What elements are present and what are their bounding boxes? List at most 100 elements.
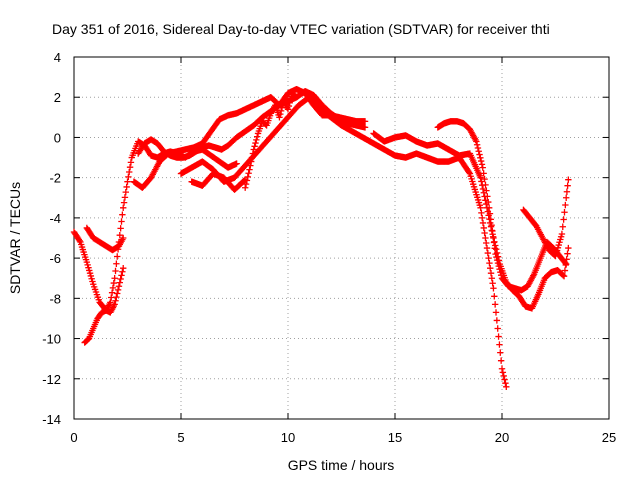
data-point [118, 272, 125, 279]
data-point [473, 141, 481, 148]
data-point [475, 148, 482, 155]
grid-lines [74, 57, 609, 419]
data-point [123, 183, 130, 191]
data-point [493, 253, 500, 261]
data-point [483, 187, 490, 194]
axis-ticks: 0 5 10 15 20 25 -14 -12 -10 -8 -6 -4 -2 0 2 4 [42, 50, 616, 445]
data-point [488, 221, 495, 229]
data-point [114, 290, 121, 297]
data-point [493, 317, 501, 324]
y-tick-label: -2 [49, 171, 61, 186]
data-point [559, 272, 567, 279]
data-point [562, 259, 569, 267]
data-point [233, 160, 240, 167]
data-point [501, 376, 508, 383]
data-point [114, 253, 121, 260]
data-point [482, 234, 489, 242]
series-arc-11 [520, 176, 572, 260]
data-point [495, 262, 502, 270]
data-point [489, 280, 496, 287]
data-points [70, 85, 572, 391]
data-point [285, 102, 293, 110]
data-point [247, 162, 254, 169]
data-point [483, 244, 491, 252]
data-point [110, 279, 118, 287]
data-point [276, 114, 283, 121]
data-point [292, 93, 299, 100]
data-point [483, 239, 490, 247]
data-point [479, 214, 486, 222]
x-tick-label: 25 [602, 430, 616, 445]
data-point [477, 204, 484, 212]
data-point [477, 174, 484, 181]
x-axis-label: GPS time / hours [288, 457, 395, 473]
data-point [489, 233, 497, 240]
data-point [361, 124, 369, 131]
data-point [112, 267, 119, 275]
data-point [124, 178, 131, 185]
data-point [487, 269, 495, 277]
data-point [117, 275, 124, 283]
data-point [113, 293, 120, 301]
data-point [499, 369, 507, 376]
y-tick-label: -6 [49, 251, 61, 266]
data-point [116, 279, 123, 286]
data-point [496, 341, 503, 348]
data-point [120, 204, 127, 212]
data-point [109, 284, 117, 292]
data-point [118, 218, 125, 225]
y-tick-label: -10 [42, 332, 61, 347]
data-point [119, 268, 126, 275]
data-point [497, 349, 504, 356]
data-point [494, 325, 501, 332]
data-point [479, 185, 487, 193]
data-point [477, 154, 484, 162]
data-point [277, 107, 285, 115]
data-point [487, 264, 494, 272]
data-point [284, 106, 292, 113]
data-point [496, 265, 503, 273]
data-point [476, 151, 483, 158]
data-point [563, 194, 570, 201]
data-point [488, 275, 496, 282]
data-point [559, 223, 566, 230]
data-point [242, 180, 250, 188]
data-point [113, 260, 120, 267]
series-arc-2 [81, 264, 127, 346]
data-point [484, 193, 491, 200]
data-point [489, 227, 496, 235]
data-point [286, 99, 293, 107]
data-point [107, 299, 114, 306]
data-point [252, 139, 259, 147]
data-point [127, 159, 135, 166]
data-point [502, 380, 509, 387]
data-point [477, 157, 485, 165]
data-point [485, 254, 492, 262]
data-point [565, 244, 572, 252]
data-point [564, 182, 571, 189]
series-arc-6 [177, 94, 510, 391]
y-tick-label: 2 [54, 90, 61, 105]
data-point [485, 198, 492, 206]
data-point [473, 138, 480, 145]
data-point [115, 283, 123, 290]
data-point [111, 301, 118, 308]
data-point [564, 250, 571, 257]
y-tick-label: 0 [54, 130, 61, 145]
plot-frame [73, 56, 610, 420]
x-tick-label: 15 [388, 430, 402, 445]
data-point [561, 209, 568, 216]
data-point [242, 184, 249, 191]
data-point [497, 272, 505, 279]
series-arc-4 [130, 85, 369, 191]
data-point [487, 216, 494, 223]
data-point [117, 225, 124, 232]
data-point [253, 136, 260, 144]
data-point [120, 264, 127, 272]
data-point [277, 110, 284, 118]
data-point [481, 229, 488, 237]
data-point [480, 170, 487, 177]
data-point [491, 245, 498, 252]
data-point [76, 237, 83, 244]
